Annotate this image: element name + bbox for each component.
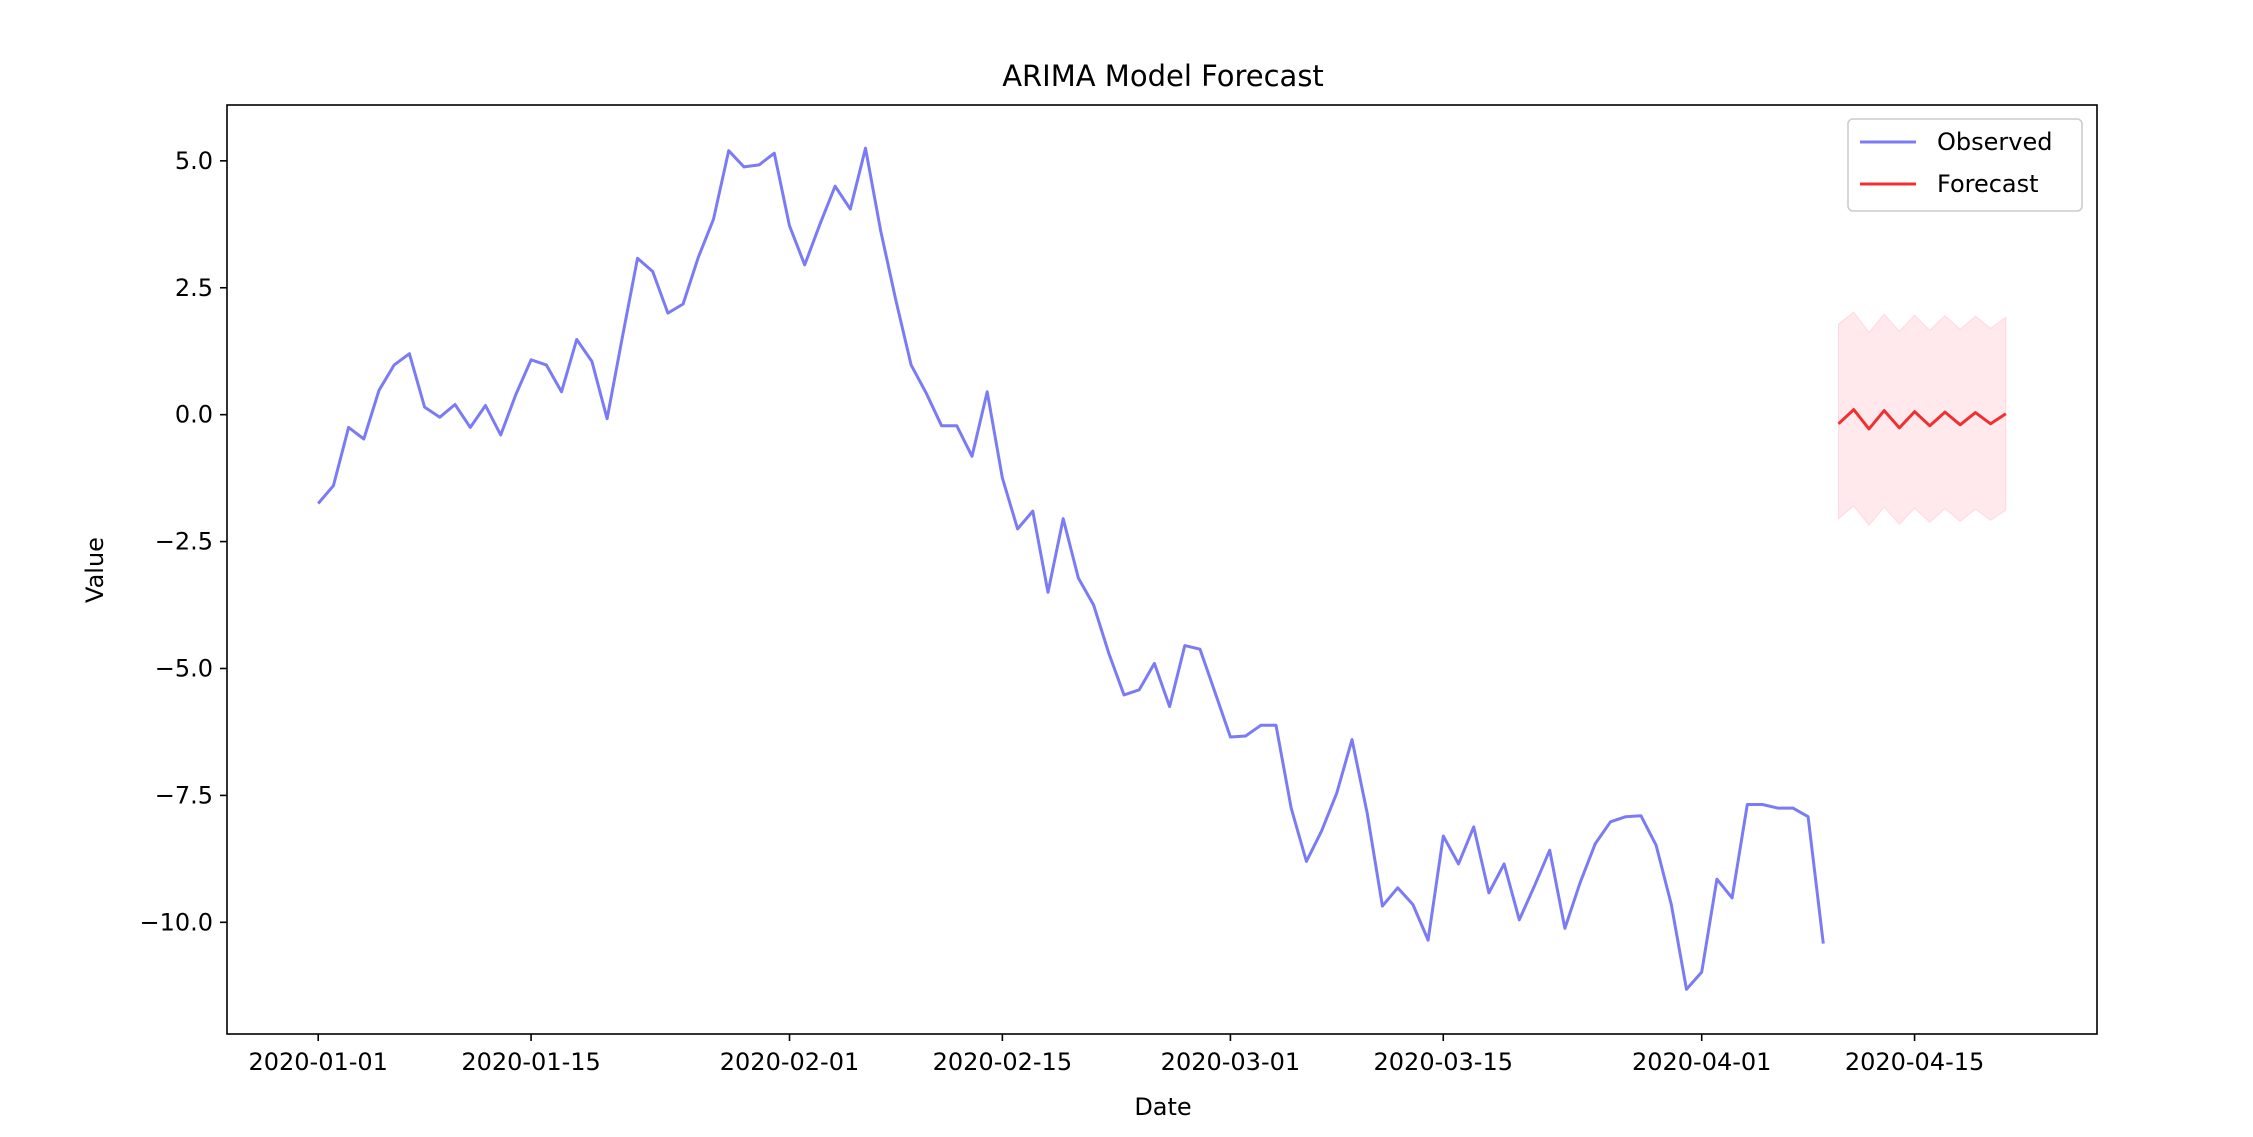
- x-tick-label: 2020-01-01: [248, 1048, 387, 1076]
- legend: Observed Forecast: [1847, 118, 2083, 212]
- x-tick-label: 2020-02-15: [933, 1048, 1072, 1076]
- y-tick-label: 0.0: [175, 401, 213, 429]
- y-axis-ticks: 5.0 2.5 0.0 −2.5 −5.0 −7.5 −10.0: [139, 147, 227, 936]
- series-lines-layer: [317, 146, 2007, 991]
- legend-observed-label: Observed: [1937, 128, 2052, 156]
- x-tick-label: 2020-03-01: [1161, 1048, 1300, 1076]
- y-tick-label: 5.0: [175, 147, 213, 175]
- x-axis-ticks: 2020-01-01 2020-01-15 2020-02-01 2020-02-15…: [248, 1034, 1984, 1076]
- x-tick-label: 2020-03-15: [1374, 1048, 1513, 1076]
- y-axis-label: Value: [81, 537, 109, 603]
- forecast-series-line: [1837, 408, 2007, 431]
- x-tick-label: 2020-02-01: [720, 1048, 859, 1076]
- x-tick-label: 2020-04-15: [1845, 1048, 1984, 1076]
- x-tick-label: 2020-04-01: [1632, 1048, 1771, 1076]
- legend-forecast-label: Forecast: [1937, 170, 2039, 198]
- y-tick-label: −5.0: [155, 654, 213, 682]
- chart-title: ARIMA Model Forecast: [1002, 59, 1324, 93]
- y-tick-label: 2.5: [175, 274, 213, 302]
- y-tick-label: −10.0: [139, 908, 213, 936]
- x-axis-label: Date: [1134, 1093, 1191, 1121]
- observed-series-line: [317, 146, 1825, 991]
- y-tick-label: −7.5: [155, 781, 213, 809]
- y-tick-label: −2.5: [155, 528, 213, 556]
- plot-frame: [226, 104, 2098, 1035]
- x-tick-label: 2020-01-15: [461, 1048, 600, 1076]
